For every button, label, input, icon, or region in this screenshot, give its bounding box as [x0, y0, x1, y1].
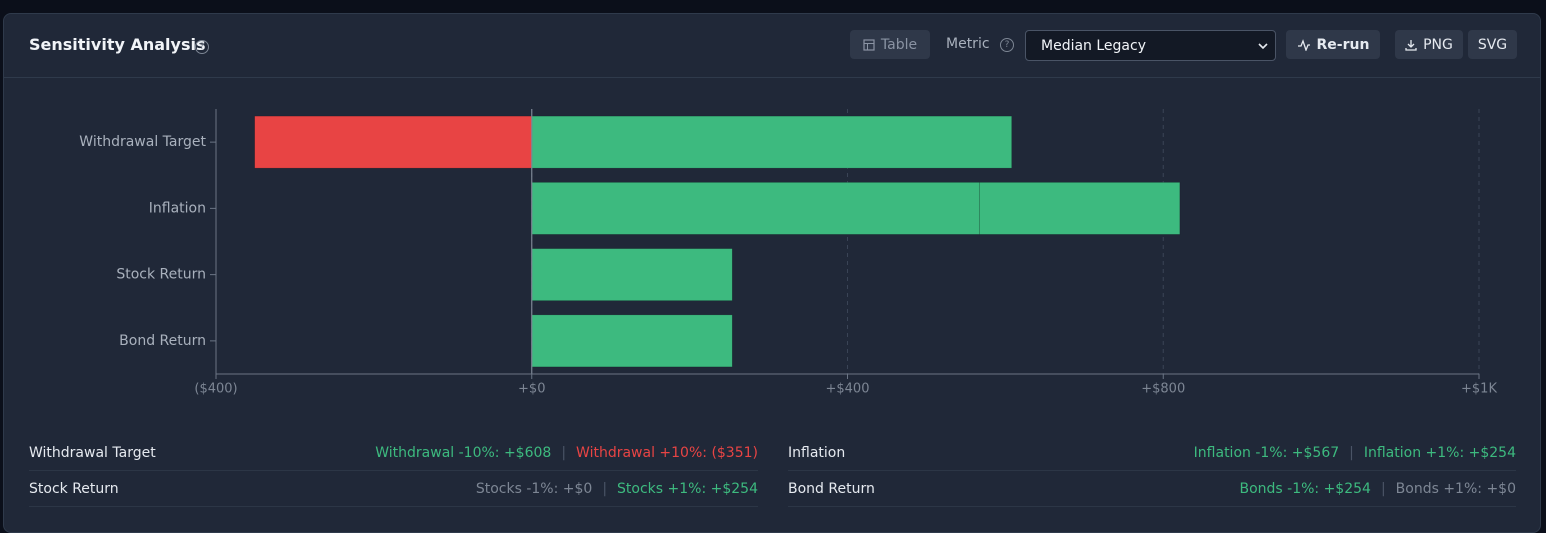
metric-select[interactable]: Median Legacy [1025, 30, 1276, 61]
y-tick-label: Withdrawal Target [79, 134, 206, 150]
metric-help[interactable]: ? [1000, 38, 1014, 52]
scenario-label: Stocks -1% [475, 480, 554, 497]
scenario-result: Stocks -1%: +$0 [475, 480, 593, 497]
x-tick-label: +$800 [1141, 382, 1185, 397]
download-icon [1405, 39, 1417, 51]
bar [531, 182, 980, 235]
scenario-value: +$254 [1468, 444, 1516, 461]
table-label: Table [880, 36, 918, 53]
separator: | [1380, 480, 1386, 497]
summary-values: Withdrawal -10%: +$608 | Withdrawal +10%: … [375, 445, 758, 461]
summary-category: Withdrawal Target [29, 444, 156, 461]
scenario-value: ($351) [711, 444, 758, 461]
x-tick-label: ($400) [194, 382, 237, 397]
scenario-label: Bonds +1% [1395, 480, 1478, 497]
scenario-result: Bonds +1%: +$0 [1395, 480, 1516, 497]
scenario-label: Inflation -1% [1193, 444, 1283, 461]
summary-row: Bond Return Bonds -1%: +$254 | Bonds +1%: +… [788, 471, 1516, 507]
bar [531, 314, 733, 368]
metric-value: Median Legacy [1041, 37, 1146, 54]
scenario-value: +$608 [503, 444, 552, 461]
scenario-result: Bonds -1%: +$254 [1239, 480, 1371, 497]
table-icon [863, 38, 875, 51]
scenario-value: +$567 [1291, 444, 1340, 461]
rerun-icon [1297, 38, 1310, 51]
bar [254, 115, 533, 169]
summary-values: Bonds -1%: +$254 | Bonds +1%: +$0 [1239, 481, 1516, 497]
png-label: PNG [1423, 36, 1453, 53]
x-tick-label: +$400 [826, 382, 870, 397]
scenario-value: +$254 [1323, 480, 1371, 497]
y-tick-label: Inflation [149, 200, 206, 216]
y-tick-label: Stock Return [116, 267, 206, 283]
scenario-label: Stocks +1% [617, 480, 702, 497]
separator: | [561, 444, 567, 461]
summary-row: Stock Return Stocks -1%: +$0 | Stocks +1%: … [29, 471, 758, 507]
scenario-result: Inflation -1%: +$567 [1193, 444, 1340, 461]
panel [3, 13, 1541, 533]
summary-category: Inflation [788, 444, 846, 461]
scenario-result: Withdrawal +10%: ($351) [576, 444, 758, 461]
x-tick-label: +$1K [1461, 382, 1497, 397]
summary-row: Withdrawal Target Withdrawal -10%: +$608 |… [29, 435, 758, 471]
page: Sensitivity Analysis ? Table Metric ? Me… [3, 13, 1541, 533]
scenario-value: +$0 [1486, 480, 1516, 497]
summary-values: Inflation -1%: +$567 | Inflation +1%: +$25… [1194, 445, 1516, 461]
summary-category: Bond Return [788, 480, 875, 497]
scenario-label: Withdrawal -10% [375, 444, 495, 461]
chevron [1258, 43, 1268, 50]
svg-label: SVG [1477, 36, 1508, 53]
table-button[interactable]: Table [850, 30, 930, 59]
bar [531, 248, 733, 301]
svg-button[interactable]: SVG [1468, 30, 1517, 59]
title: Sensitivity Analysis [29, 35, 206, 54]
help-icon[interactable]: ? [195, 40, 209, 54]
scenario-label: Bonds -1% [1239, 480, 1315, 497]
chart: ($400) +$0 +$400 +$800 +$1K Withdrawal Target… [79, 109, 1497, 397]
rerun-label: Re-run [1316, 36, 1370, 53]
png-button[interactable]: PNG [1395, 30, 1463, 59]
separator: | [602, 480, 608, 497]
scenario-label: Withdrawal +10% [576, 444, 703, 461]
metric-label: Metric [946, 36, 990, 52]
summary-category: Stock Return [29, 480, 119, 497]
summary-row: Inflation Inflation -1%: +$567 | Inflation … [788, 435, 1516, 471]
scenario-result: Withdrawal -10%: +$608 [375, 444, 552, 461]
header-divider [4, 77, 1540, 78]
scenario-result: Inflation +1%: +$254 [1363, 444, 1516, 461]
rerun-button[interactable]: Re-run [1286, 30, 1380, 59]
x-tick-label: +$0 [518, 382, 545, 397]
y-tick-label: Bond Return [119, 333, 206, 349]
separator: | [1349, 444, 1354, 461]
bar [531, 115, 1012, 169]
scenario-value: +$254 [710, 480, 758, 497]
summary-values: Stocks -1%: +$0 | Stocks +1%: +$254 [476, 481, 758, 497]
bar [979, 182, 1181, 235]
scenario-result: Stocks +1%: +$254 [617, 480, 758, 497]
scenario-label: Inflation +1% [1363, 444, 1460, 461]
scenario-value: +$0 [562, 480, 593, 497]
